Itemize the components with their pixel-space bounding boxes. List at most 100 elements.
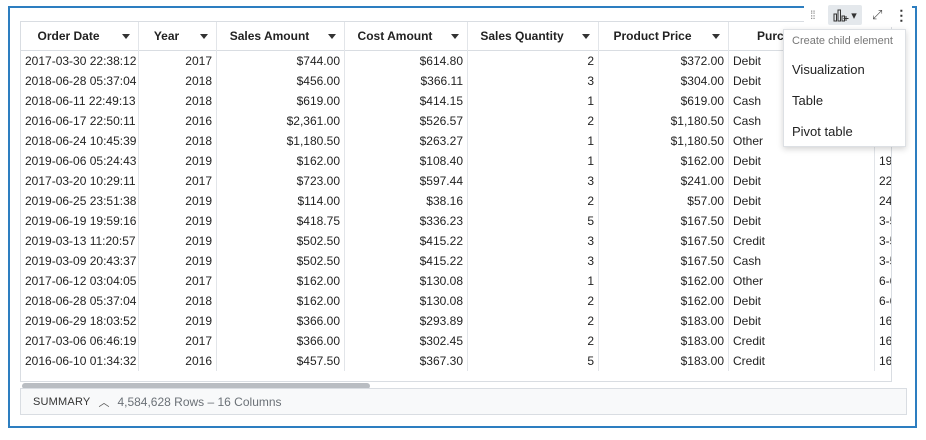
table-cell[interactable]: 2018 (139, 131, 217, 151)
table-row[interactable]: 2018-06-28 05:37:04 2018 $456.00 $366.11 3 $3… (21, 71, 891, 91)
table-cell[interactable]: $162.00 (599, 151, 729, 171)
table-cell[interactable]: 2016 (139, 351, 217, 371)
table-cell[interactable]: 2019 (139, 191, 217, 211)
table-cell[interactable]: $302.45 (345, 331, 468, 351)
table-cell[interactable]: Debit (729, 191, 875, 211)
column-header-product-price[interactable]: Product Price (599, 22, 729, 51)
table-cell[interactable]: 1 (468, 271, 599, 291)
column-menu-caret-icon[interactable] (582, 34, 590, 39)
table-cell[interactable]: 2019 (139, 231, 217, 251)
table-cell[interactable]: 16- (879, 334, 892, 348)
expand-icon[interactable]: ⤢ (872, 7, 883, 22)
table-cell[interactable]: 2018-06-24 10:45:39 (21, 131, 139, 151)
table-cell[interactable]: $597.44 (345, 171, 468, 191)
column-header-cost-amount[interactable]: Cost Amount (345, 22, 468, 51)
table-cell[interactable]: 2016-06-10 01:34:32 (21, 351, 139, 371)
table-cell[interactable]: $502.50 (217, 251, 345, 271)
table-cell[interactable]: 2 (468, 111, 599, 131)
table-cell[interactable]: 1 (468, 91, 599, 111)
table-cell[interactable]: $723.00 (217, 171, 345, 191)
table-cell[interactable]: 2018-06-11 22:49:13 (21, 91, 139, 111)
column-menu-caret-icon[interactable] (451, 34, 459, 39)
table-cell[interactable]: $744.00 (217, 51, 345, 71)
summary-bar[interactable]: SUMMARY ︿ 4,584,628 Rows – 16 Columns (20, 388, 907, 415)
table-cell[interactable]: Debit (729, 211, 875, 231)
table-cell[interactable]: $114.00 (217, 191, 345, 211)
table-cell[interactable]: 2 (468, 191, 599, 211)
table-cell[interactable]: 1 (468, 151, 599, 171)
table-cell[interactable]: 19 (879, 154, 892, 168)
table-cell[interactable]: 16- (879, 354, 892, 368)
table-cell[interactable]: 2017-06-12 03:04:05 (21, 271, 139, 291)
table-cell[interactable]: $304.00 (599, 71, 729, 91)
table-cell[interactable]: $241.00 (599, 171, 729, 191)
table-row[interactable]: 2019-06-19 19:59:16 2019 $418.75 $336.23 5 $1… (21, 211, 891, 231)
table-cell[interactable]: 2019-06-06 05:24:43 (21, 151, 139, 171)
column-menu-caret-icon[interactable] (122, 34, 130, 39)
table-cell[interactable]: $183.00 (599, 331, 729, 351)
table-cell[interactable]: 3-5 (879, 254, 891, 268)
table-cell[interactable]: 3 (468, 231, 599, 251)
table-row[interactable]: 2018-06-28 05:37:04 2018 $162.00 $130.08 2 $1… (21, 291, 891, 311)
horizontal-scrollbar[interactable] (20, 382, 892, 390)
table-cell[interactable]: 24 (879, 194, 892, 208)
menu-item-visualization[interactable]: Visualization (792, 62, 865, 77)
table-cell[interactable]: 22 (879, 174, 892, 188)
table-cell[interactable]: 2 (468, 291, 599, 311)
column-header-sales-quantity[interactable]: Sales Quantity (468, 22, 599, 51)
table-cell[interactable]: $414.15 (345, 91, 468, 111)
table-cell[interactable]: 2019-06-29 18:03:52 (21, 311, 139, 331)
table-cell[interactable]: 2019 (139, 311, 217, 331)
table-cell[interactable]: 2018 (139, 291, 217, 311)
column-header-purchase-method[interactable]: Purch (757, 29, 792, 43)
table-cell[interactable]: 5 (468, 211, 599, 231)
table-cell[interactable]: $415.22 (345, 251, 468, 271)
table-cell[interactable]: Debit (729, 291, 875, 311)
table-cell[interactable]: 2019-03-13 11:20:57 (21, 231, 139, 251)
table-cell[interactable]: 2019 (139, 251, 217, 271)
add-chart-button[interactable]: ▾ (828, 5, 862, 25)
table-cell[interactable]: 2018 (139, 71, 217, 91)
table-cell[interactable]: Debit (729, 151, 875, 171)
table-cell[interactable]: $457.50 (217, 351, 345, 371)
drag-handle-icon[interactable]: ⁞⁞ (810, 8, 816, 22)
table-cell[interactable]: 1 (468, 131, 599, 151)
table-cell[interactable]: 2018 (139, 91, 217, 111)
table-cell[interactable]: 2 (468, 331, 599, 351)
table-cell[interactable]: 6-6 (879, 294, 891, 308)
table-cell[interactable]: Credit (729, 351, 875, 371)
table-cell[interactable]: $336.23 (345, 211, 468, 231)
table-cell[interactable]: $57.00 (599, 191, 729, 211)
column-header-order-date[interactable]: Order Date (21, 22, 139, 51)
table-cell[interactable]: $162.00 (599, 271, 729, 291)
column-menu-caret-icon[interactable] (328, 34, 336, 39)
table-row[interactable]: 2018-06-24 10:45:39 2018 $1,180.50 $263.27 1… (21, 131, 891, 151)
column-menu-caret-icon[interactable] (200, 34, 208, 39)
column-menu-caret-icon[interactable] (712, 34, 720, 39)
table-row[interactable]: 2017-03-06 06:46:19 2017 $366.00 $302.45 2 $1… (21, 331, 891, 351)
table-cell[interactable]: $293.89 (345, 311, 468, 331)
table-cell[interactable]: $162.00 (217, 151, 345, 171)
table-cell[interactable]: 3 (468, 71, 599, 91)
table-cell[interactable]: $38.16 (345, 191, 468, 211)
table-row[interactable]: 2019-03-13 11:20:57 2019 $502.50 $415.22 3 $1… (21, 231, 891, 251)
table-cell[interactable]: 5 (468, 351, 599, 371)
table-cell[interactable]: 2019-06-19 19:59:16 (21, 211, 139, 231)
table-cell[interactable]: $456.00 (217, 71, 345, 91)
table-row[interactable]: 2019-06-29 18:03:52 2019 $366.00 $293.89 2 $1… (21, 311, 891, 331)
table-cell[interactable]: $619.00 (217, 91, 345, 111)
table-row[interactable]: 2017-06-12 03:04:05 2017 $162.00 $130.08 1 $1… (21, 271, 891, 291)
table-cell[interactable]: $614.80 (345, 51, 468, 71)
table-cell[interactable]: 2019-06-25 23:51:38 (21, 191, 139, 211)
table-cell[interactable]: $183.00 (599, 351, 729, 371)
chevron-up-icon[interactable]: ︿ (98, 396, 110, 409)
table-cell[interactable]: $167.50 (599, 251, 729, 271)
table-cell[interactable]: 2 (468, 51, 599, 71)
table-cell[interactable]: $167.50 (599, 211, 729, 231)
table-row[interactable]: 2019-03-09 20:43:37 2019 $502.50 $415.22 3 $1… (21, 251, 891, 271)
table-cell[interactable]: $1,180.50 (217, 131, 345, 151)
table-element-frame[interactable]: Order Date Year Sales Amount Cost Amount… (8, 6, 917, 428)
table-cell[interactable]: $372.00 (599, 51, 729, 71)
table-row[interactable]: 2018-06-11 22:49:13 2018 $619.00 $414.15 1 $6… (21, 91, 891, 111)
table-cell[interactable]: $167.50 (599, 231, 729, 251)
